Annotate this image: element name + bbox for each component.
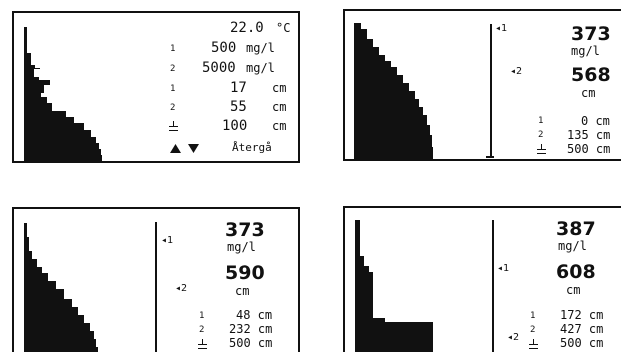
level-value: 608	[556, 261, 596, 283]
depth-scale-line	[492, 220, 494, 352]
row-value: 172 cm	[560, 308, 604, 322]
sludge-profile-graph	[24, 223, 98, 352]
row-value: 17	[230, 80, 247, 96]
row-value: 0 cm	[581, 114, 610, 128]
row-value: 232 cm	[229, 322, 273, 336]
depth-scale-base	[486, 156, 494, 158]
concentration-unit: mg/l	[571, 44, 600, 58]
temperature-unit: °C	[276, 21, 291, 35]
row-unit: mg/l	[246, 61, 275, 75]
display-screen-settings: 22.0 °C 1 500 mg/l 2 5000 mg/l 1 17 cm 2…	[12, 11, 300, 163]
back-button[interactable]: Återgå	[232, 141, 272, 154]
display-screen-measurement-3: ◂1 ◂2 387 mg/l 608 cm 1 172 cm 2 427 cm …	[343, 206, 621, 352]
marker-1-indicator: ◂1	[161, 235, 174, 246]
row-value: 55	[230, 99, 247, 115]
marker-2-indicator: ◂2	[507, 332, 520, 343]
row-unit: cm	[272, 81, 287, 95]
level-value: 568	[571, 64, 611, 86]
row-value: 500 cm	[567, 142, 611, 156]
sludge-profile-graph	[354, 23, 433, 159]
marker-1-indicator: ◂1	[497, 263, 510, 274]
row-index: 2	[538, 130, 544, 140]
depth-scale-line	[155, 222, 157, 352]
ground-symbol-icon	[198, 339, 207, 349]
row-unit: cm	[272, 119, 287, 133]
row-index: 1	[170, 44, 176, 54]
row-value: 500	[211, 40, 237, 56]
ground-symbol-icon	[537, 144, 546, 154]
level-unit: cm	[581, 86, 596, 100]
row-index: 2	[199, 325, 205, 335]
depth-scale-line	[490, 24, 492, 157]
sludge-profile-graph	[355, 220, 433, 352]
row-value: 48 cm	[236, 308, 273, 322]
concentration-value: 373	[571, 23, 611, 45]
row-value: 427 cm	[560, 322, 604, 336]
triangle-up-icon[interactable]	[170, 144, 181, 153]
concentration-unit: mg/l	[227, 240, 256, 254]
row-value: 100	[222, 118, 248, 134]
row-index: 2	[530, 325, 536, 335]
row-index: 1	[538, 116, 544, 126]
row-value: 500 cm	[560, 336, 604, 350]
triangle-down-icon[interactable]	[188, 144, 199, 153]
level-value: 590	[225, 262, 265, 284]
concentration-unit: mg/l	[558, 239, 587, 253]
row-index: 2	[170, 64, 176, 74]
row-value: 500 cm	[229, 336, 273, 350]
ground-symbol-icon	[169, 121, 178, 131]
row-unit: cm	[272, 100, 287, 114]
sludge-profile-graph	[24, 27, 102, 161]
row-index: 1	[530, 311, 536, 321]
concentration-value: 373	[225, 219, 265, 241]
ground-symbol-icon	[529, 339, 538, 349]
level-unit: cm	[235, 284, 250, 298]
display-screen-measurement-1: ◂1 ◂2 373 mg/l 568 cm 1 0 cm 2 135 cm 50…	[343, 9, 621, 161]
display-screen-measurement-2: ◂1 ◂2 373 mg/l 590 cm 1 48 cm 2 232 cm 5…	[12, 207, 300, 352]
marker-2-indicator: ◂2	[510, 66, 523, 77]
temperature-value: 22.0	[230, 20, 264, 36]
concentration-value: 387	[556, 218, 596, 240]
row-index: 1	[199, 311, 205, 321]
marker-2-indicator: ◂2	[175, 283, 188, 294]
row-index: 2	[170, 103, 176, 113]
row-value: 135 cm	[567, 128, 611, 142]
row-unit: mg/l	[246, 41, 275, 55]
row-index: 1	[170, 84, 176, 94]
marker-1-indicator: ◂1	[495, 23, 508, 34]
level-unit: cm	[566, 283, 581, 297]
row-value: 5000	[202, 60, 236, 76]
